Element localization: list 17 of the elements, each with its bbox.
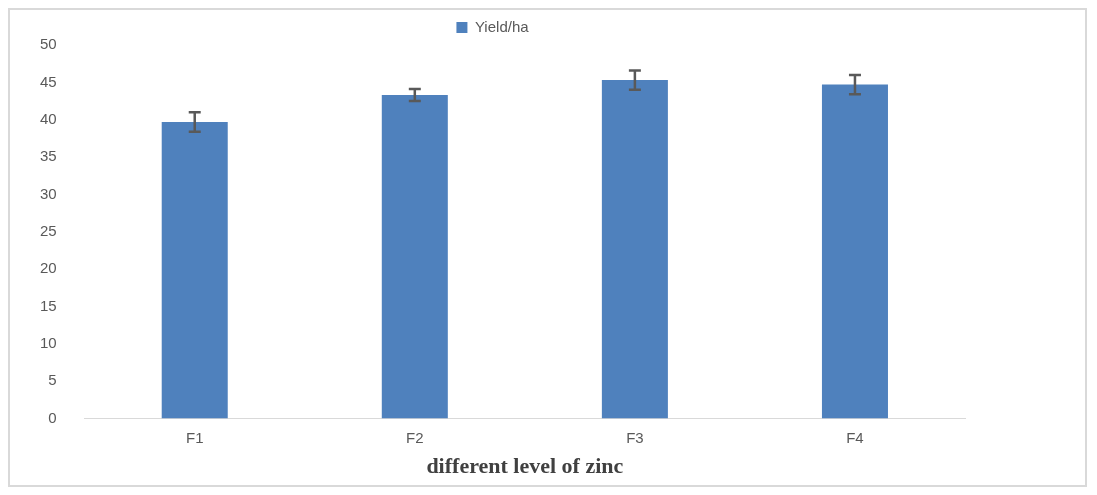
y-tick-label: 10 xyxy=(40,334,57,352)
y-tick-label: 30 xyxy=(40,184,57,202)
y-tick-label: 40 xyxy=(40,109,57,127)
x-tick-label: F3 xyxy=(626,428,644,446)
y-tick-label: 50 xyxy=(40,35,57,53)
y-tick-label: 0 xyxy=(48,408,57,426)
y-tick-label: 25 xyxy=(40,221,57,239)
x-axis-title: different level of zinc xyxy=(426,453,624,479)
y-tick-label: 35 xyxy=(40,147,57,165)
y-tick-label: 15 xyxy=(40,296,57,314)
x-tick-label: F2 xyxy=(406,428,424,446)
x-tick-label: F4 xyxy=(846,428,864,446)
y-tick-label: 20 xyxy=(40,259,57,277)
x-tick-label: F1 xyxy=(185,428,204,446)
y-tick-label: 45 xyxy=(40,72,57,90)
y-tick-label: 5 xyxy=(48,371,57,389)
legend-label: Yield/ha xyxy=(474,17,530,35)
